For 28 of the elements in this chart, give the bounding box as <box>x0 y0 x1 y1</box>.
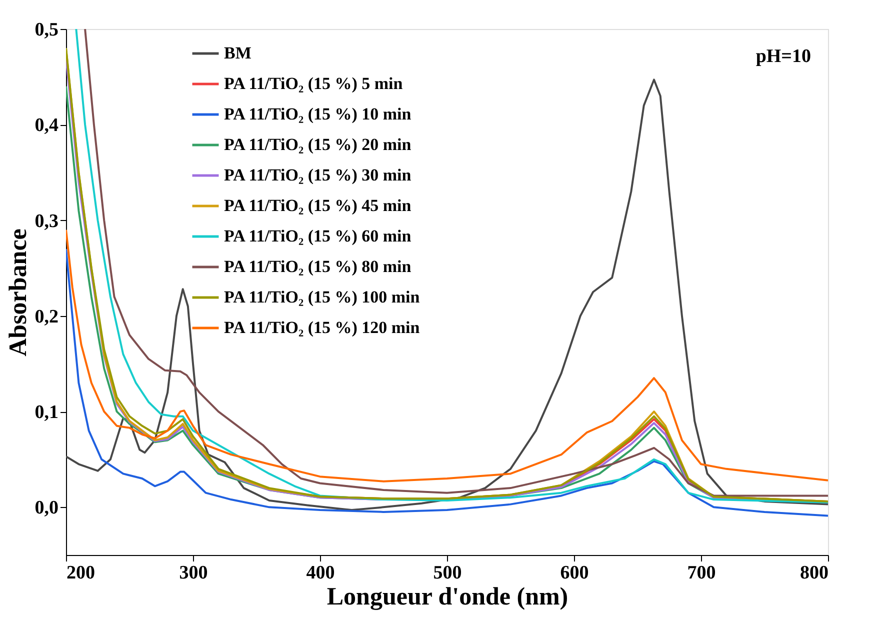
legend-label: PA 11/TiO₂ (15 %) 20 min <box>224 135 412 154</box>
x-tick-label: 800 <box>800 562 828 584</box>
x-tick-label: 400 <box>306 562 335 584</box>
legend-label: PA 11/TiO₂ (15 %) 60 min <box>224 226 412 246</box>
x-axis-title: Longueur d'onde (nm) <box>326 584 568 610</box>
legend-label: PA 11/TiO₂ (15 %) 100 min <box>224 288 420 306</box>
y-tick-label: 0,3 <box>34 210 58 232</box>
legend-label: PA 11/TiO₂ (15 %) 120 min <box>224 318 420 337</box>
y-tick-label: 0,4 <box>34 115 59 136</box>
legend-label: PA 11/TiO₂ (15 %) 5 min <box>224 74 404 93</box>
y-tick-label: 0,0 <box>34 498 58 519</box>
y-tick-label: 0,1 <box>34 402 58 424</box>
y-tick-label: 0,5 <box>34 20 58 40</box>
x-tick-label: 600 <box>560 562 589 584</box>
legend-label: BM <box>224 44 252 62</box>
x-tick-label: 200 <box>66 562 95 584</box>
y-axis-title: Absorbance <box>4 228 32 356</box>
x-tick-label: 300 <box>179 562 208 584</box>
y-tick-label: 0,2 <box>34 306 58 328</box>
annotation: pH=10 <box>756 46 811 67</box>
legend-label: PA 11/TiO₂ (15 %) 45 min <box>224 196 412 215</box>
x-tick-label: 700 <box>687 562 716 584</box>
legend-label: PA 11/TiO₂ (15 %) 80 min <box>224 257 412 276</box>
legend-label: PA 11/TiO₂ (15 %) 10 min <box>224 104 412 124</box>
line-series <box>66 228 828 482</box>
line-series <box>66 248 828 517</box>
x-tick-label: 500 <box>433 562 462 584</box>
legend-label: PA 11/TiO₂ (15 %) 30 min <box>224 166 412 184</box>
